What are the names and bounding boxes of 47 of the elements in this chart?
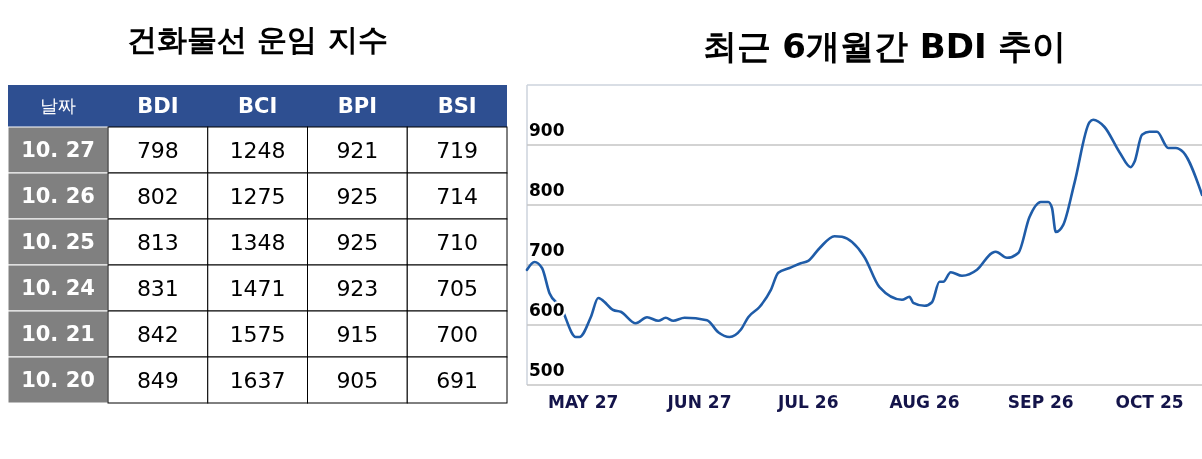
data-label: 1348	[229, 229, 286, 255]
y-tick-label: 10. 25	[21, 230, 95, 255]
data-label: 849	[136, 367, 179, 393]
y-tick-label: 700	[529, 240, 565, 260]
data-label: 921	[336, 137, 379, 163]
data-label: 905	[336, 367, 379, 393]
data-label: 1275	[229, 183, 286, 209]
x-tick-label: JUN 27	[666, 392, 732, 412]
data-label: 691	[436, 367, 479, 393]
data-label: 925	[336, 229, 379, 255]
y-tick-label: 10. 26	[21, 184, 95, 209]
x-tick-label: BPI	[337, 94, 377, 119]
data-label: 705	[436, 275, 479, 301]
data-label: 700	[436, 321, 479, 347]
data-label: 813	[136, 229, 179, 255]
x-tick-label: BDI	[137, 94, 179, 119]
x-tick-label: BCI	[238, 94, 278, 119]
chart-title: 건화물선 운임 지수	[127, 22, 388, 57]
data-label: 923	[336, 275, 379, 301]
data-label: 802	[136, 183, 179, 209]
y-tick-label: 10. 27	[21, 138, 95, 163]
chart-title: 최근 6개월간 BDI 추이	[702, 26, 1067, 66]
y-tick-label: 10. 20	[21, 368, 95, 393]
data-label: 1471	[229, 275, 286, 301]
data-label: 714	[436, 183, 479, 209]
y-tick-label: 10. 21	[21, 322, 95, 347]
data-label: 925	[336, 183, 379, 209]
x-tick-label: JUL 26	[776, 392, 839, 412]
data-label: 798	[136, 137, 179, 163]
y-axis-title: 날짜	[40, 95, 76, 117]
data-label: 719	[436, 137, 479, 163]
data-label: 1575	[229, 321, 286, 347]
data-label: 1637	[229, 367, 286, 393]
x-tick-label: SEP 26	[1007, 392, 1074, 412]
x-tick-label: MAY 27	[548, 392, 619, 412]
data-label: 842	[136, 321, 179, 347]
y-tick-label: 10. 24	[21, 276, 95, 301]
data-label: 831	[136, 275, 179, 301]
y-tick-label: 500	[529, 360, 565, 380]
x-tick-label: OCT 25	[1115, 392, 1184, 412]
x-tick-label: BSI	[437, 94, 477, 119]
y-tick-label: 900	[529, 120, 565, 140]
y-tick-label: 800	[529, 180, 565, 200]
data-label: 1248	[229, 137, 286, 163]
data-label: 915	[336, 321, 379, 347]
x-tick-label: AUG 26	[889, 392, 960, 412]
data-label: 710	[436, 229, 479, 255]
